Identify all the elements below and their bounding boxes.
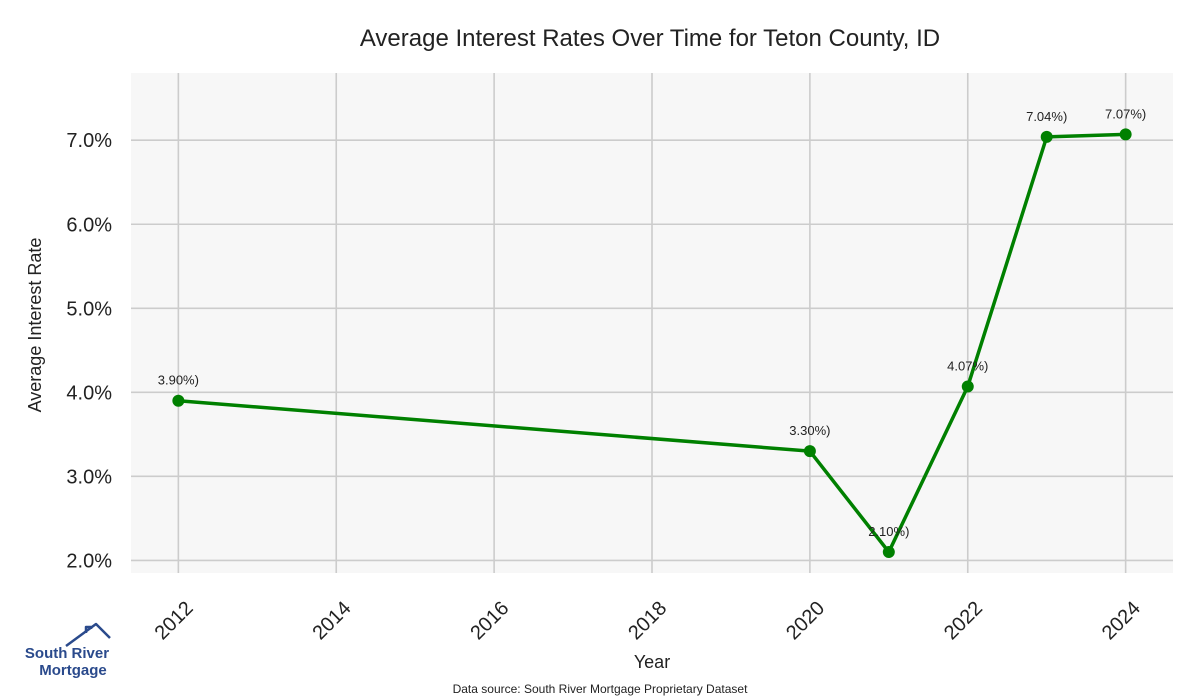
y-tick-label: 2.0% [66,550,112,572]
x-tick-label: 2014 [308,597,355,644]
data-point [882,545,895,558]
data-label: 7.07%) [1105,106,1146,121]
x-axis-ticks: 2012 2014 2016 2018 2020 2022 2024 [151,597,1145,644]
series-line [178,132,1126,554]
data-label: 4.07%) [947,358,988,373]
x-tick-label: 2016 [466,597,513,644]
data-point [172,394,185,407]
data-point [1119,128,1132,141]
x-tick-label: 2018 [624,597,671,644]
y-tick-label: 4.0% [66,382,112,404]
y-tick-label: 6.0% [66,214,112,236]
chart-title: Average Interest Rates Over Time for Tet… [360,25,940,52]
x-tick-label: 2022 [940,597,987,644]
house-icon [65,622,111,648]
y-axis-ticks: 2.0% 3.0% 4.0% 5.0% 6.0% 7.0% [66,130,112,572]
data-label: 2.10%) [868,524,909,539]
x-tick-label: 2012 [151,597,198,644]
y-tick-label: 7.0% [66,130,112,152]
data-label: 3.30%) [789,423,830,438]
y-tick-label: 3.0% [66,466,112,488]
data-point [961,380,974,393]
y-tick-label: 5.0% [66,298,112,320]
data-labels-layer: 3.90%) 3.30%) 2.10%) 4.07%) 7.04%) 7.07%) [158,106,1146,539]
data-point [1040,130,1053,143]
grid-lines [131,73,1173,573]
data-source-note: Data source: South River Mortgage Propri… [453,682,748,696]
x-tick-label: 2024 [1098,597,1145,644]
x-axis-label: Year [634,652,670,672]
data-label: 7.04%) [1026,109,1067,124]
y-axis-label: Average Interest Rate [25,238,45,413]
data-label: 3.90%) [158,373,199,388]
data-point [803,445,816,458]
company-logo: South River Mortgage [25,622,111,679]
series-layer [172,128,1132,558]
logo-text-line1: South River [25,645,109,662]
logo-text-line2: Mortgage [39,662,107,679]
x-tick-label: 2020 [782,597,829,644]
